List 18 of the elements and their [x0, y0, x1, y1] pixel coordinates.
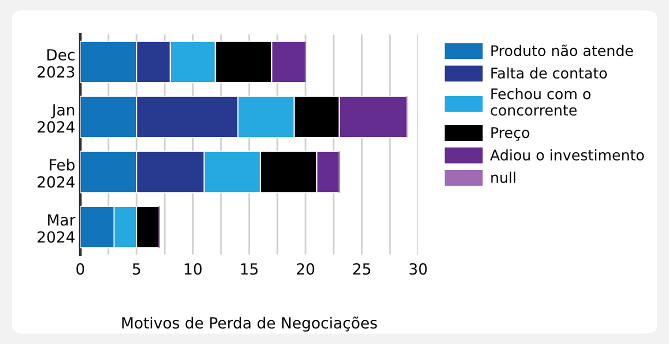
x-tick-label: 30	[410, 263, 427, 275]
y-tick-label: Mar 2024	[38, 214, 76, 243]
legend-label: Falta de contato	[491, 67, 607, 79]
x-tick-label: 15	[241, 263, 258, 275]
legend-label: null	[491, 172, 516, 183]
x-tick-label: 10	[184, 263, 202, 275]
y-tick-label: Feb 2024	[38, 158, 75, 188]
x-tick-label: 25	[353, 263, 370, 275]
legend-label: Preço	[491, 127, 530, 141]
legend-label: Fechou com o concorrente	[490, 88, 590, 116]
x-tick-label: 20	[296, 263, 314, 275]
legend-label: Produto não atende	[491, 44, 633, 56]
y-tick-label: Jan 2024	[38, 104, 75, 133]
x-tick-label: 5	[132, 263, 140, 275]
y-tick-label: Dec 2023	[38, 49, 74, 78]
legend-label: Adiou o investimento	[490, 149, 644, 161]
x-axis-title: Motivos de Perda de Negociações	[122, 316, 377, 332]
x-tick-label: 0	[76, 263, 84, 275]
